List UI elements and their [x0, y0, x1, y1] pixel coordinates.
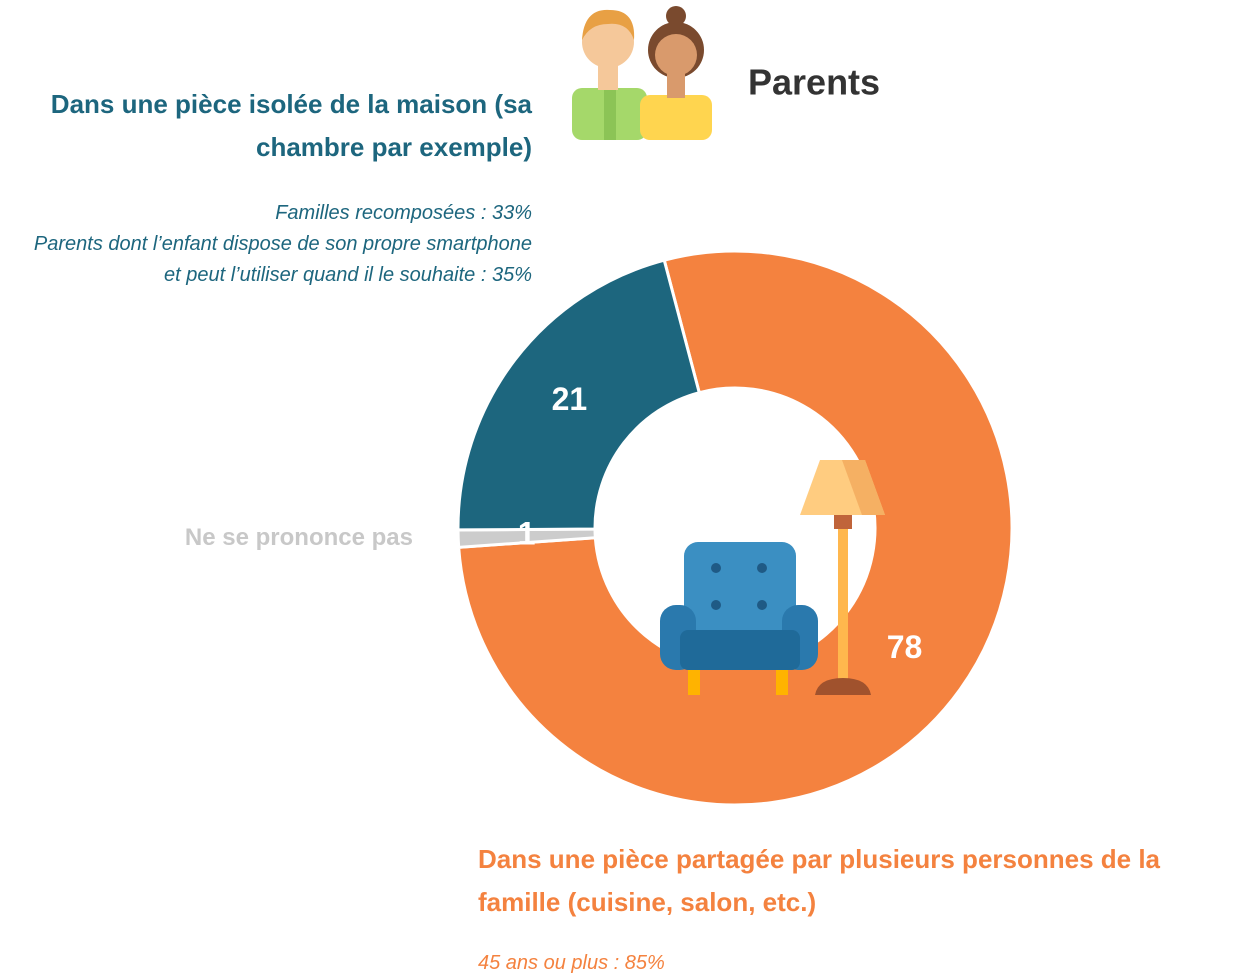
category-label: Dans une pièce isolée de la maison (sa c… — [50, 89, 532, 162]
value-label: 1 — [518, 515, 536, 551]
category-label: Ne se prononce pas — [184, 524, 413, 551]
slice — [457, 249, 1014, 807]
annotation-block: Familles recomposées : 33% Parents dont … — [16, 198, 532, 291]
value-label: 21 — [552, 381, 588, 417]
annotation: Familles recomposées : 33% — [275, 202, 532, 224]
sofa-lamp-icon — [660, 460, 885, 695]
slice — [456, 258, 702, 532]
value-label: 78 — [887, 629, 923, 665]
annotation: 45 ans ou plus : 85% — [478, 952, 665, 974]
parents-icon — [572, 6, 712, 140]
annotation: Parents dont l’enfant dispose de son pro… — [33, 233, 532, 286]
chart-title: Parents — [748, 62, 880, 103]
category-label: Dans une pièce partagée par plusieurs pe… — [478, 844, 1161, 917]
